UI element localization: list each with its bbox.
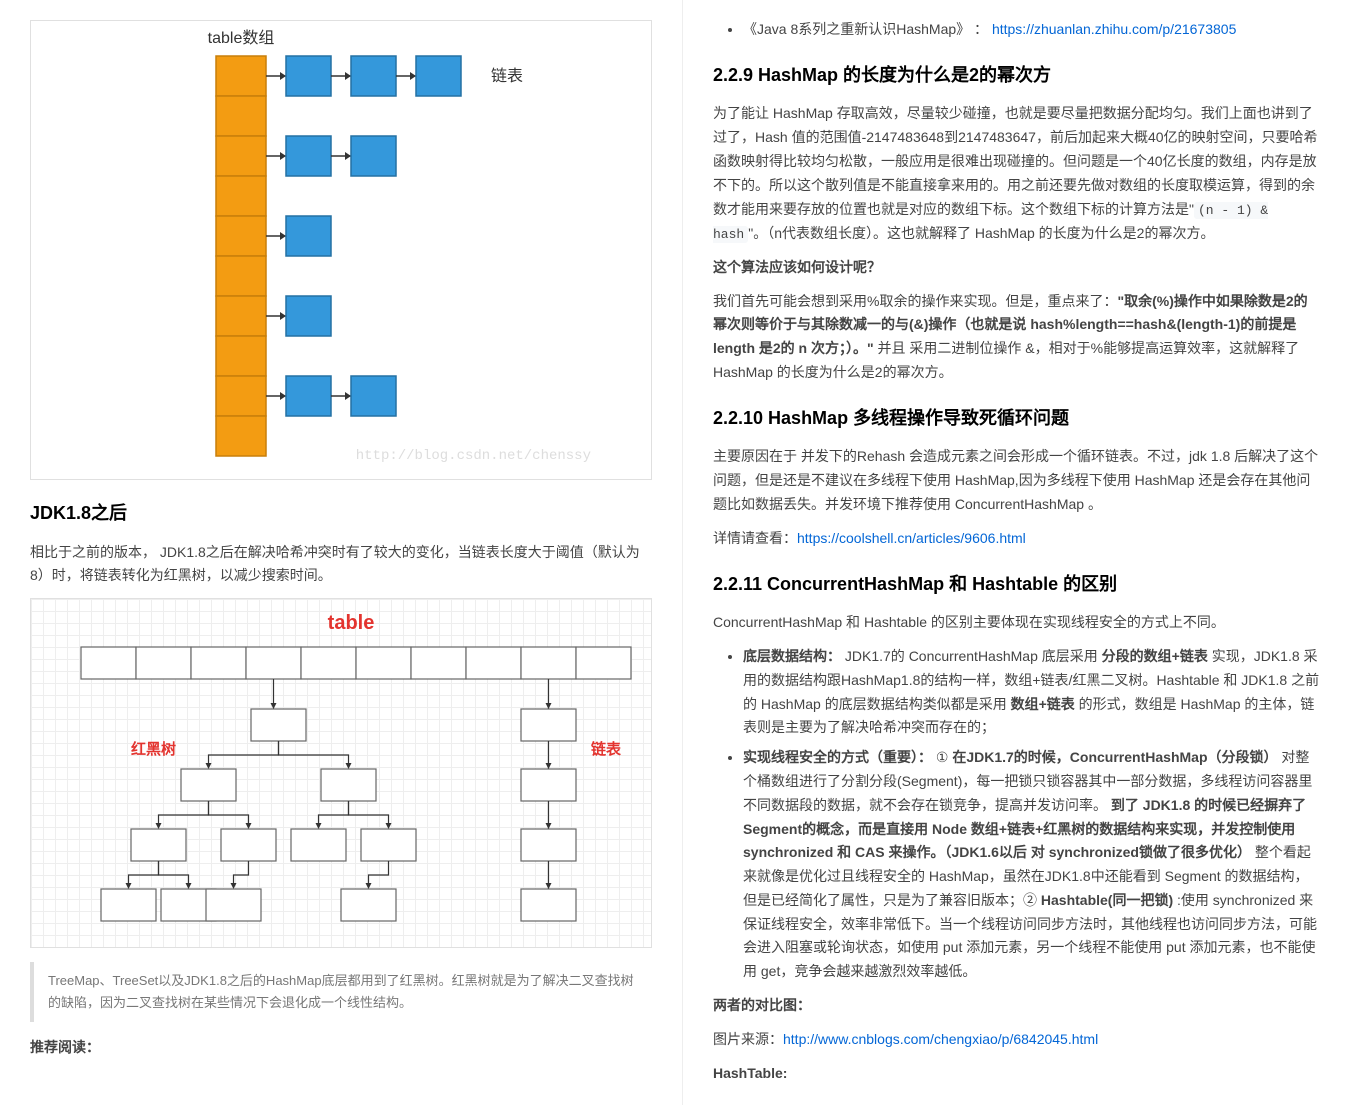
cnblogs-link[interactable]: http://www.cnblogs.com/chengxiao/p/68420…	[783, 1031, 1098, 1047]
diagram-hashmap-after-jdk18: table 红黑树 链表	[30, 598, 652, 948]
ref-list-item: 《Java 8系列之重新认识HashMap》 ： https://zhuanla…	[743, 18, 1320, 42]
svg-text:table: table	[328, 612, 375, 634]
ref-link[interactable]: https://zhuanlan.zhihu.com/p/21673805	[992, 21, 1236, 37]
para-229-1: 为了能让 HashMap 存取高效，尽量较少碰撞，也就是要尽量把数据分配均匀。我…	[713, 102, 1320, 245]
watermark-text: http://blog.csdn.net/chenssy	[356, 445, 591, 469]
svg-text:table数组: table数组	[208, 29, 275, 47]
hashtable-label: HashTable:	[713, 1062, 1320, 1086]
svg-text:链表: 链表	[591, 740, 622, 758]
para-2210-detail: 详情请查看：https://coolshell.cn/articles/9606…	[713, 527, 1320, 551]
coolshell-link[interactable]: https://coolshell.cn/articles/9606.html	[797, 530, 1026, 546]
heading-2211: 2.2.11 ConcurrentHashMap 和 Hashtable 的区别	[713, 569, 1320, 600]
blockquote-redblacktree: TreeMap、TreeSet以及JDK1.8之后的HashMap底层都用到了红…	[30, 962, 652, 1022]
heading-2210: 2.2.10 HashMap 多线程操作导致死循环问题	[713, 403, 1320, 434]
ref-text: 《Java 8系列之重新认识HashMap》 ：	[743, 21, 988, 37]
para-jdk18-after: 相比于之前的版本， JDK1.8之后在解决哈希冲突时有了较大的变化，当链表长度大…	[30, 541, 652, 589]
para-2210: 主要原因在于 并发下的Rehash 会造成元素之间会形成一个循环链表。不过，jd…	[713, 445, 1320, 516]
para-229-2: 我们首先可能会想到采用%取余的操作来实现。但是，重点来了："取余(%)操作中如果…	[713, 290, 1320, 385]
para-229-question: 这个算法应该如何设计呢？	[713, 256, 1320, 280]
list-item-threadsafe: 实现线程安全的方式（重要）： ① 在JDK1.7的时候，ConcurrentHa…	[743, 746, 1320, 984]
svg-text:红黑树: 红黑树	[131, 740, 176, 758]
list-item-structure: 底层数据结构： JDK1.7的 ConcurrentHashMap 底层采用 分…	[743, 645, 1320, 740]
compare-label: 两者的对比图：	[713, 994, 1320, 1018]
heading-jdk18-after: JDK1.8之后	[30, 498, 652, 529]
recommend-reading-label: 推荐阅读：	[30, 1036, 652, 1060]
img-source: 图片来源：http://www.cnblogs.com/chengxiao/p/…	[713, 1028, 1320, 1052]
diagram-hashmap-before-jdk18: table数组链表 http://blog.csdn.net/chenssy	[30, 20, 652, 480]
svg-text:链表: 链表	[491, 67, 523, 85]
heading-229: 2.2.9 HashMap 的长度为什么是2的幂次方	[713, 60, 1320, 91]
para-2211-intro: ConcurrentHashMap 和 Hashtable 的区别主要体现在实现…	[713, 611, 1320, 635]
